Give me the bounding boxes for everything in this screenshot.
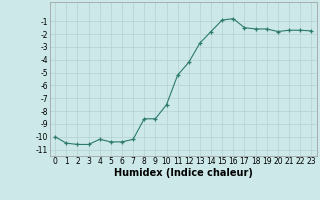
X-axis label: Humidex (Indice chaleur): Humidex (Indice chaleur) — [114, 168, 252, 178]
